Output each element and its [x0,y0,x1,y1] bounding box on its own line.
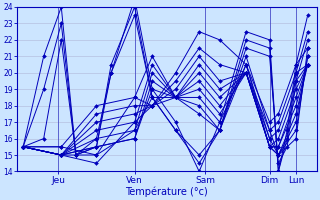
X-axis label: Température (°c): Température (°c) [125,186,208,197]
